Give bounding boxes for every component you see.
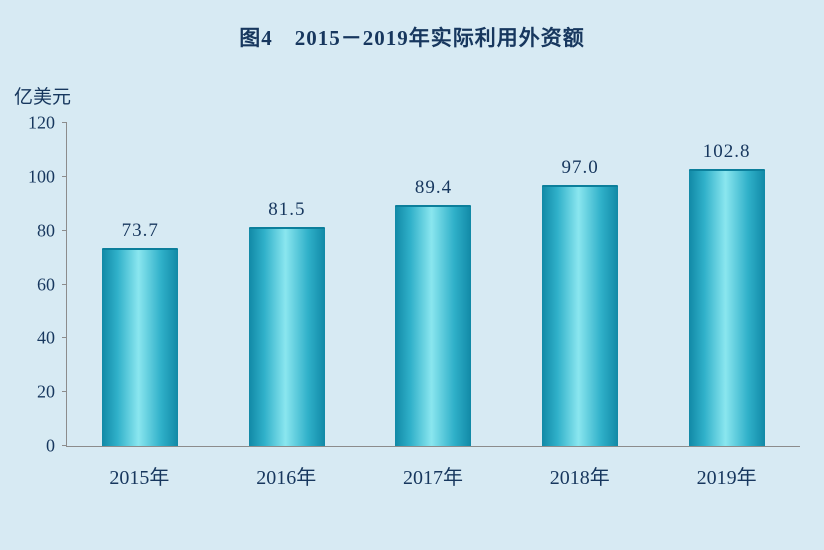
bar-slot: 73.7: [67, 123, 214, 446]
bar-value-label: 81.5: [268, 198, 306, 220]
chart-title: 图4 2015－2019年实际利用外资额: [239, 26, 585, 50]
y-tick-label: 0: [46, 435, 55, 456]
y-tick-label: 100: [28, 166, 55, 187]
bar-slot: 81.5: [214, 123, 361, 446]
bar: [688, 169, 765, 446]
bar: [542, 184, 619, 446]
y-tick-label: 120: [28, 112, 55, 133]
y-tick-mark: [62, 122, 67, 123]
category-label: 2017年: [402, 467, 463, 489]
y-axis-unit-label: 亿美元: [14, 87, 72, 108]
category-label: 2018年: [549, 467, 610, 489]
y-tick-label: 20: [37, 381, 55, 402]
bar: [395, 205, 472, 446]
category-label: 2016年: [256, 467, 317, 489]
y-tick-mark: [62, 445, 67, 446]
y-tick-mark: [62, 283, 67, 285]
y-tick-mark: [62, 229, 67, 231]
bar-slot: 97.0: [507, 123, 654, 446]
bar: [248, 226, 325, 446]
bar-slot: 102.8: [653, 123, 800, 446]
bar-slot: 89.4: [360, 123, 507, 446]
y-tick-mark: [62, 337, 67, 339]
bar-value-label: 97.0: [561, 156, 599, 178]
y-tick-label: 40: [37, 327, 55, 348]
y-tick-mark: [62, 391, 67, 393]
plot-area: 0 20 40 60 80 100 120 73.7 81.5 89.4 97.0 102.8: [28, 113, 800, 456]
category-label: 2015年: [109, 467, 170, 489]
bar-value-label: 73.7: [121, 219, 159, 241]
y-tick-mark: [62, 175, 67, 177]
bar-value-label: 89.4: [414, 177, 453, 199]
y-tick-label: 60: [37, 274, 55, 294]
y-tick-label: 80: [37, 220, 55, 241]
bar: [102, 247, 179, 446]
category-label: 2019年: [696, 467, 757, 489]
bars-container: 73.7 81.5 89.4 97.0 102.8: [67, 123, 800, 446]
x-axis-labels: 2015年 2016年 2017年 2018年 2019年: [66, 447, 800, 490]
bar-value-label: 102.8: [702, 141, 751, 163]
